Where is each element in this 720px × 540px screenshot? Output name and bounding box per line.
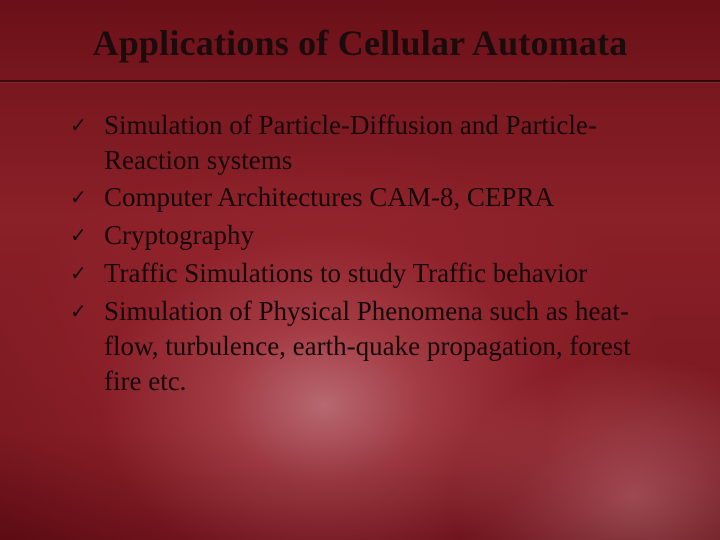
list-item: ✓ Cryptography [70,218,672,254]
list-item-text: Cryptography [104,218,254,253]
list-item: ✓ Traffic Simulations to study Traffic b… [70,256,672,292]
check-icon: ✓ [70,218,90,254]
divider-rule [0,80,720,82]
check-icon: ✓ [70,108,90,144]
list-item: ✓ Computer Architectures CAM-8, CEPRA [70,180,672,216]
list-item-text: Computer Architectures CAM-8, CEPRA [104,180,554,215]
list-item-text: Traffic Simulations to study Traffic beh… [104,256,587,291]
bullet-list: ✓ Simulation of Particle-Diffusion and P… [70,108,672,401]
list-item-text: Simulation of Particle-Diffusion and Par… [104,108,672,178]
check-icon: ✓ [70,256,90,292]
check-icon: ✓ [70,180,90,216]
slide-title: Applications of Cellular Automata [0,22,720,64]
list-item: ✓ Simulation of Particle-Diffusion and P… [70,108,672,178]
list-item: ✓ Simulation of Physical Phenomena such … [70,294,672,399]
check-icon: ✓ [70,294,90,330]
list-item-text: Simulation of Physical Phenomena such as… [104,294,672,399]
slide: Applications of Cellular Automata ✓ Simu… [0,0,720,540]
